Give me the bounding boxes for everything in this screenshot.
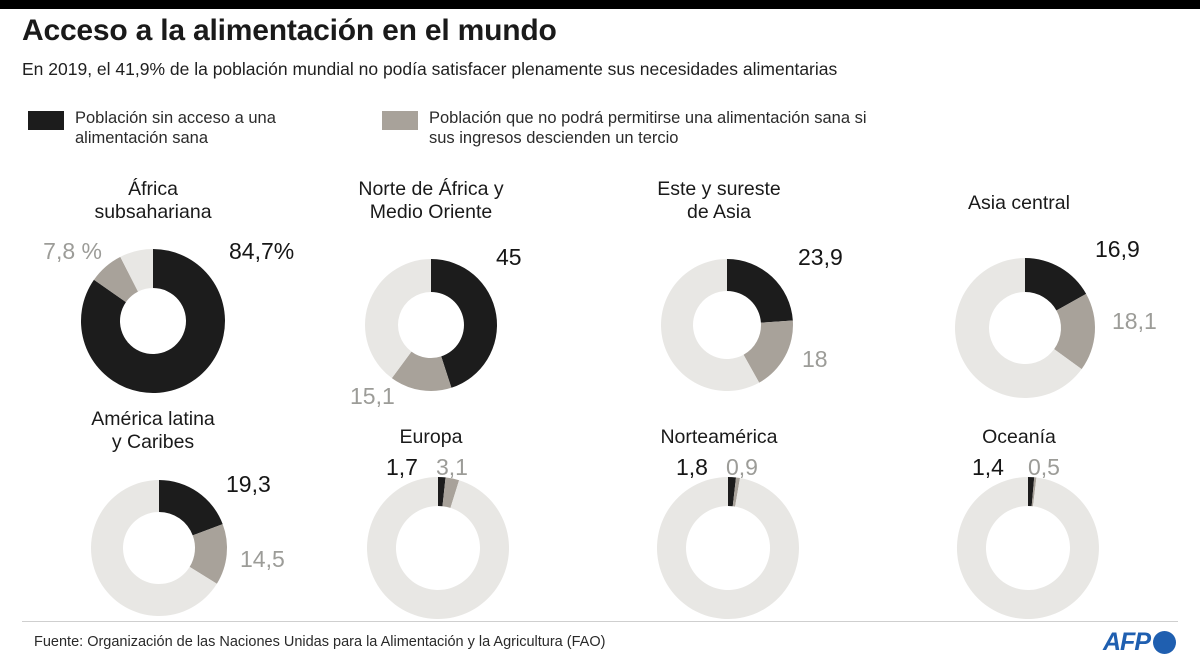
segment-no-access: [431, 259, 498, 388]
segment-rest: [954, 258, 1082, 398]
segment-rest: [367, 477, 510, 619]
legend-label: Población sin acceso a una alimentación …: [75, 109, 276, 147]
legend-swatch-icon: [28, 111, 64, 130]
donut-region-title: Este y sureste de Asia: [657, 178, 781, 223]
segment-income-drop: [743, 320, 793, 383]
legend-income-drop: Población que no podrá permitirse una al…: [382, 108, 867, 148]
legend-swatch-icon: [382, 111, 418, 130]
legend-no-access: Población sin acceso a una alimentación …: [28, 108, 276, 148]
segment-rest: [91, 480, 217, 616]
value-label-no-access: 84,7%: [229, 238, 295, 264]
value-label-no-access: 1,7: [386, 454, 418, 480]
donut-region-title: Europa: [399, 426, 463, 448]
page-subtitle: En 2019, el 41,9% de la población mundia…: [22, 59, 838, 79]
value-label-income-drop: 14,5: [240, 546, 285, 572]
legend: Población sin acceso a una alimentación …: [22, 108, 1182, 156]
donut-region-title: América latina y Caribes: [91, 408, 215, 453]
donut-ring: [91, 480, 228, 616]
segment-rest: [120, 249, 153, 292]
donut-chart[interactable]: Norteamérica 1,8 0,9: [580, 408, 858, 638]
donut-chart[interactable]: América latina y Caribes 19,3 14,5: [14, 408, 292, 638]
value-label-no-access: 1,4: [972, 454, 1004, 480]
segment-no-access: [728, 477, 737, 507]
value-label-income-drop: 7,8 %: [43, 238, 102, 264]
legend-label: Población que no podrá permitirse una al…: [429, 109, 867, 147]
segment-income-drop: [1031, 477, 1037, 507]
donut-region-title: Norte de África y Medio Oriente: [358, 178, 504, 223]
value-label-no-access: 45: [496, 244, 522, 270]
value-label-no-access: 1,8: [676, 454, 708, 480]
donut-ring: [364, 259, 498, 392]
donut-ring: [656, 477, 799, 619]
donut-ring: [367, 477, 510, 619]
segment-no-access: [1028, 477, 1035, 507]
segment-no-access: [438, 477, 446, 507]
segment-rest: [661, 259, 760, 391]
value-label-no-access: 23,9: [798, 244, 843, 270]
value-label-income-drop: 18: [802, 346, 828, 372]
footer-divider: [22, 621, 1178, 622]
value-label-no-access: 19,3: [226, 471, 271, 497]
segment-rest: [656, 477, 799, 619]
segment-income-drop: [189, 524, 228, 584]
donut-region-title: Oceanía: [982, 426, 1056, 448]
page-title: Acceso a la alimentación en el mundo: [22, 14, 557, 47]
donut-region-title: Norteamérica: [660, 426, 778, 448]
segment-income-drop: [1054, 293, 1095, 370]
segment-income-drop: [442, 477, 460, 508]
segment-income-drop: [391, 351, 452, 392]
donut-ring: [954, 258, 1095, 398]
value-label-income-drop: 0,5: [1028, 454, 1060, 480]
source-note: Fuente: Organización de las Naciones Uni…: [34, 634, 606, 650]
donut-ring: [80, 249, 225, 393]
afp-dot-icon: [1153, 631, 1176, 654]
afp-logo: AFP: [1103, 630, 1176, 655]
value-label-income-drop: 15,1: [350, 383, 395, 409]
donut-chart[interactable]: Este y sureste de Asia 23,9 18: [580, 178, 858, 408]
segment-income-drop: [732, 477, 740, 507]
donut-chart[interactable]: Asia central 16,9 18,1: [880, 178, 1158, 408]
donut-chart[interactable]: África subsahariana 84,7% 7,8 %: [14, 178, 295, 408]
donut-chart[interactable]: Europa 1,7 3,1: [292, 408, 570, 638]
value-label-income-drop: 3,1: [436, 454, 468, 480]
value-label-income-drop: 0,9: [726, 454, 758, 480]
value-label-no-access: 16,9: [1095, 236, 1140, 262]
segment-no-access: [159, 480, 223, 536]
donut-ring: [956, 477, 1099, 619]
donut-ring: [661, 259, 793, 391]
donut-chart[interactable]: Oceanía 1,4 0,5: [880, 408, 1158, 638]
donut-chart[interactable]: Norte de África y Medio Oriente 45 15,1: [292, 178, 570, 408]
value-label-income-drop: 18,1: [1112, 308, 1157, 334]
top-black-bar: [0, 0, 1200, 9]
donut-region-title: Asia central: [968, 192, 1070, 214]
segment-income-drop: [93, 256, 139, 303]
segment-no-access: [727, 259, 793, 323]
segment-no-access: [80, 249, 225, 393]
segment-rest: [956, 477, 1099, 619]
segment-rest: [364, 259, 431, 379]
donut-region-title: África subsahariana: [94, 178, 212, 223]
segment-no-access: [1025, 258, 1087, 311]
afp-wordmark: AFP: [1103, 628, 1151, 656]
